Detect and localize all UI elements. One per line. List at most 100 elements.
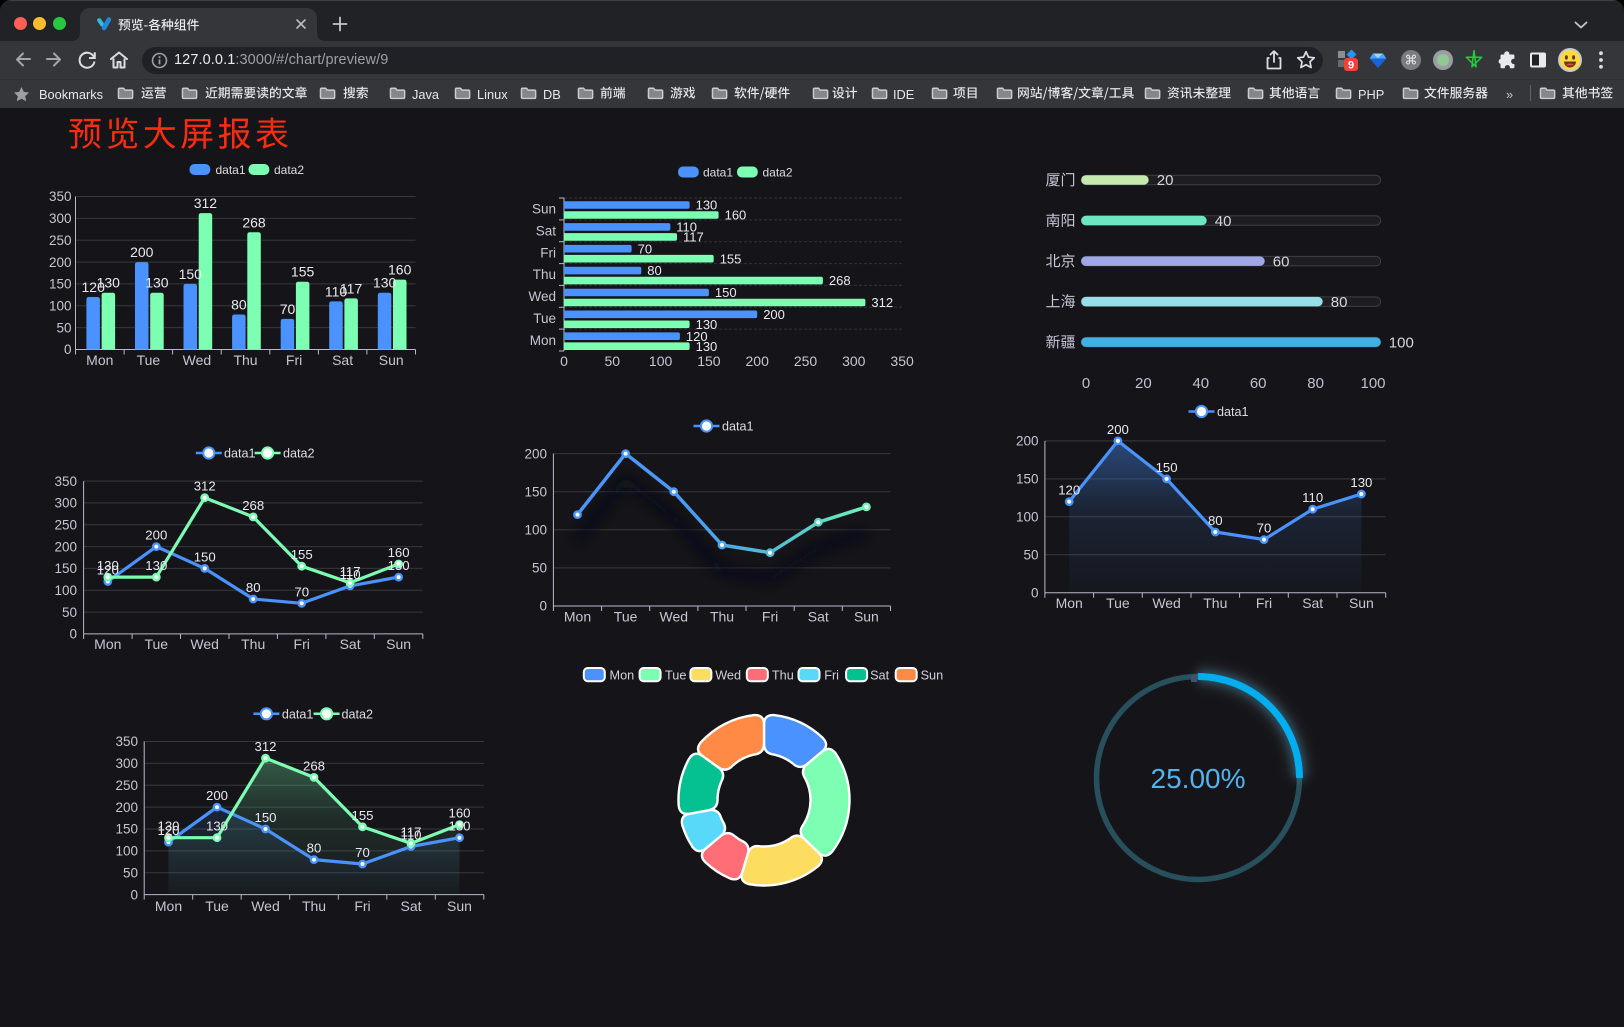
svg-text:Wed: Wed xyxy=(528,289,556,304)
svg-text:200: 200 xyxy=(763,307,785,322)
svg-text:200: 200 xyxy=(206,788,228,803)
svg-text:0: 0 xyxy=(64,342,72,357)
svg-text:Wed: Wed xyxy=(1152,595,1181,611)
svg-text:130: 130 xyxy=(145,558,167,573)
svg-text:160: 160 xyxy=(388,262,412,278)
svg-text:80: 80 xyxy=(307,841,322,856)
svg-text:Fri: Fri xyxy=(762,609,778,625)
svg-text:117: 117 xyxy=(340,564,361,579)
svg-text:data1: data1 xyxy=(703,165,733,179)
svg-text:Tue: Tue xyxy=(205,898,229,914)
svg-text:150: 150 xyxy=(49,277,72,292)
svg-text:250: 250 xyxy=(54,518,77,533)
svg-text:155: 155 xyxy=(351,808,373,823)
svg-text:Fri: Fri xyxy=(824,669,839,683)
svg-text:0: 0 xyxy=(560,353,568,369)
svg-text:120: 120 xyxy=(97,563,119,578)
svg-text:160: 160 xyxy=(388,545,410,560)
svg-text:80: 80 xyxy=(1307,375,1324,392)
svg-text:130: 130 xyxy=(696,339,718,354)
svg-text:Tue: Tue xyxy=(533,311,556,326)
svg-text:200: 200 xyxy=(1016,434,1039,449)
svg-text:120: 120 xyxy=(82,279,106,295)
svg-text:Mon: Mon xyxy=(86,352,113,368)
svg-text:data2: data2 xyxy=(274,163,304,177)
svg-text:Sun: Sun xyxy=(386,636,411,652)
svg-text:Mon: Mon xyxy=(564,609,591,625)
svg-text:268: 268 xyxy=(242,214,266,230)
svg-text:120: 120 xyxy=(157,823,179,838)
svg-text:155: 155 xyxy=(291,264,315,280)
svg-text:Fri: Fri xyxy=(1256,595,1272,611)
svg-text:Thu: Thu xyxy=(302,898,326,914)
svg-text:117: 117 xyxy=(340,280,363,296)
svg-text:80: 80 xyxy=(231,297,247,313)
svg-text:Wed: Wed xyxy=(715,669,741,683)
svg-text:200: 200 xyxy=(115,800,138,815)
svg-text:300: 300 xyxy=(115,756,138,771)
svg-text:100: 100 xyxy=(49,299,72,314)
svg-text:Fri: Fri xyxy=(540,245,556,260)
svg-text:110: 110 xyxy=(325,283,348,299)
svg-text:Mon: Mon xyxy=(155,898,182,914)
svg-text:Thu: Thu xyxy=(241,636,265,652)
svg-text:0: 0 xyxy=(1082,375,1090,392)
svg-text:⌘: ⌘ xyxy=(1405,53,1418,68)
svg-text:110: 110 xyxy=(676,220,697,235)
svg-text:Sat: Sat xyxy=(1302,595,1323,611)
svg-text:312: 312 xyxy=(194,479,216,494)
svg-text:Tue: Tue xyxy=(1106,595,1130,611)
svg-text:0: 0 xyxy=(130,887,138,902)
svg-text:0: 0 xyxy=(539,599,547,614)
svg-text:Tue: Tue xyxy=(144,636,168,652)
svg-text:Sat: Sat xyxy=(536,224,557,239)
svg-text:Wed: Wed xyxy=(660,609,689,625)
svg-text:Fri: Fri xyxy=(354,898,370,914)
svg-text:Mon: Mon xyxy=(610,669,635,683)
svg-text:Wed: Wed xyxy=(183,352,212,368)
svg-text:70: 70 xyxy=(280,301,296,317)
svg-text:130: 130 xyxy=(388,558,410,573)
svg-text:200: 200 xyxy=(49,255,72,270)
svg-text:120: 120 xyxy=(1058,483,1080,498)
svg-text:Thu: Thu xyxy=(233,352,257,368)
svg-text:130: 130 xyxy=(373,275,397,291)
svg-text:300: 300 xyxy=(842,353,866,369)
svg-text:300: 300 xyxy=(54,496,77,511)
svg-text:250: 250 xyxy=(115,778,138,793)
svg-text:130: 130 xyxy=(696,198,718,213)
svg-text:Tue: Tue xyxy=(614,609,638,625)
svg-text:data2: data2 xyxy=(283,447,315,461)
svg-text:100: 100 xyxy=(115,844,138,859)
svg-text:117: 117 xyxy=(683,230,704,245)
svg-text:40: 40 xyxy=(1192,375,1209,392)
svg-text:130: 130 xyxy=(696,317,718,332)
svg-text:150: 150 xyxy=(1016,472,1039,487)
svg-text:150: 150 xyxy=(179,266,203,282)
svg-text:150: 150 xyxy=(254,810,276,825)
svg-text:350: 350 xyxy=(49,189,72,204)
svg-text:200: 200 xyxy=(54,539,77,554)
svg-text:130: 130 xyxy=(145,275,169,291)
svg-text:data1: data1 xyxy=(216,163,246,177)
svg-text:200: 200 xyxy=(145,528,167,543)
svg-text:150: 150 xyxy=(524,484,547,499)
svg-text:120: 120 xyxy=(686,329,708,344)
svg-text:80: 80 xyxy=(1208,513,1223,528)
svg-text:Sun: Sun xyxy=(1349,595,1374,611)
svg-text:50: 50 xyxy=(123,865,138,880)
svg-text:Thu: Thu xyxy=(533,267,556,282)
svg-text:130: 130 xyxy=(1350,475,1372,490)
svg-text:25.00%: 25.00% xyxy=(1151,763,1246,794)
svg-text:312: 312 xyxy=(254,739,276,754)
svg-text:130: 130 xyxy=(157,819,179,834)
svg-text:110: 110 xyxy=(340,567,361,582)
svg-text:Sun: Sun xyxy=(921,669,944,683)
svg-text:Sun: Sun xyxy=(854,609,879,625)
svg-text:Fri: Fri xyxy=(294,636,310,652)
svg-text:data1: data1 xyxy=(224,447,256,461)
svg-text:155: 155 xyxy=(720,251,742,266)
svg-text:Tue: Tue xyxy=(665,669,686,683)
svg-text:200: 200 xyxy=(524,446,547,461)
svg-text:100: 100 xyxy=(54,583,77,598)
